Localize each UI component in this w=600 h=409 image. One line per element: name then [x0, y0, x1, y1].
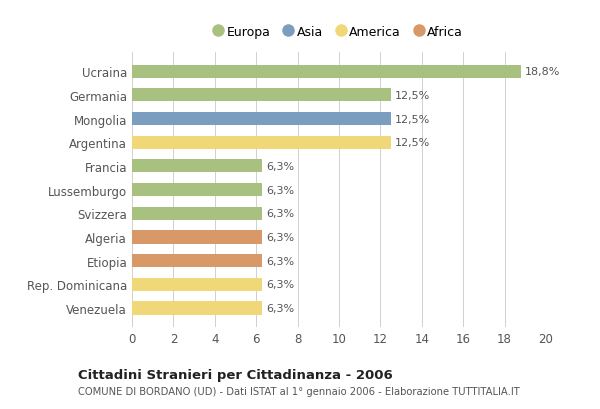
Text: 12,5%: 12,5% — [395, 138, 430, 148]
Bar — [132, 302, 262, 315]
Bar — [132, 137, 391, 149]
Bar — [132, 207, 262, 220]
Text: 6,3%: 6,3% — [266, 162, 295, 171]
Text: 18,8%: 18,8% — [526, 67, 560, 77]
Text: 6,3%: 6,3% — [266, 209, 295, 219]
Legend: Europa, Asia, America, Africa: Europa, Asia, America, Africa — [210, 21, 468, 44]
Bar — [132, 184, 262, 197]
Bar — [132, 160, 262, 173]
Bar — [132, 113, 391, 126]
Bar — [132, 254, 262, 267]
Text: 6,3%: 6,3% — [266, 232, 295, 243]
Text: 6,3%: 6,3% — [266, 256, 295, 266]
Bar — [132, 231, 262, 244]
Bar — [132, 278, 262, 291]
Text: COMUNE DI BORDANO (UD) - Dati ISTAT al 1° gennaio 2006 - Elaborazione TUTTITALIA: COMUNE DI BORDANO (UD) - Dati ISTAT al 1… — [78, 387, 520, 396]
Text: Cittadini Stranieri per Cittadinanza - 2006: Cittadini Stranieri per Cittadinanza - 2… — [78, 368, 393, 381]
Text: 6,3%: 6,3% — [266, 280, 295, 290]
Text: 6,3%: 6,3% — [266, 185, 295, 195]
Text: 12,5%: 12,5% — [395, 91, 430, 101]
Bar — [132, 89, 391, 102]
Text: 12,5%: 12,5% — [395, 115, 430, 124]
Bar — [132, 65, 521, 79]
Text: 6,3%: 6,3% — [266, 303, 295, 313]
